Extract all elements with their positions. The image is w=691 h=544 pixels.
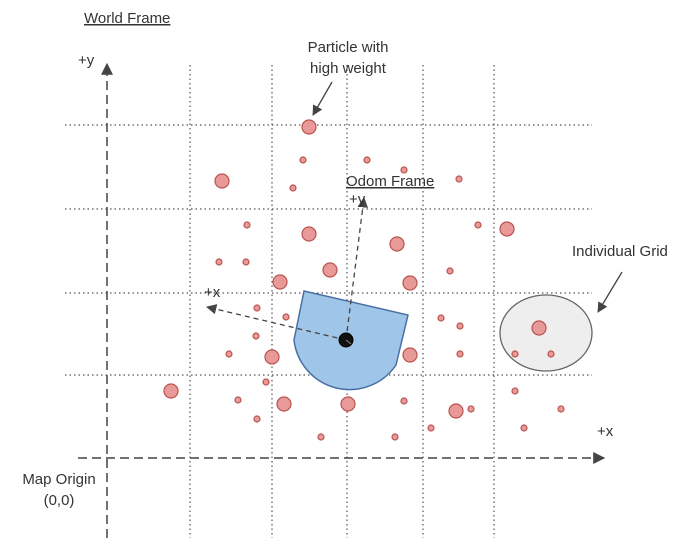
odom-x-axis <box>205 304 347 341</box>
particle-small <box>262 378 270 386</box>
particle-large <box>340 396 356 412</box>
particle-large <box>276 396 292 412</box>
particle-large <box>531 320 547 336</box>
particle-small <box>511 387 519 395</box>
particle-small <box>427 424 435 432</box>
robot-heading-tick <box>345 339 352 345</box>
particle-small <box>456 322 464 330</box>
odom-y-label: +y <box>349 191 366 208</box>
particle-small <box>215 258 223 266</box>
particle-small <box>520 424 528 432</box>
particle-small <box>243 221 251 229</box>
particles-group <box>163 119 565 441</box>
particle-small <box>455 175 463 183</box>
particle-large <box>214 173 230 189</box>
particle-small <box>363 156 371 164</box>
particle-small <box>253 304 261 312</box>
particle-large <box>301 226 317 242</box>
particle-small <box>456 350 464 358</box>
particle-small <box>400 397 408 405</box>
world-y-label: +y <box>78 52 95 69</box>
particle-small <box>474 221 482 229</box>
particle-large <box>402 347 418 363</box>
particle-small <box>467 405 475 413</box>
grid-callout-label: Individual Grid <box>572 243 668 260</box>
particle-callout-arrow <box>312 81 333 116</box>
particle-large <box>499 221 515 237</box>
particle-large <box>402 275 418 291</box>
particle-large <box>301 119 317 135</box>
particle-callout-line2: high weight <box>310 60 387 77</box>
particle-large <box>448 403 464 419</box>
particle-small <box>557 405 565 413</box>
particle-small <box>242 258 250 266</box>
particle-small <box>234 396 242 404</box>
particle-small <box>225 350 233 358</box>
particle-large <box>163 383 179 399</box>
particle-small <box>289 184 297 192</box>
particle-small <box>446 267 454 275</box>
particle-small <box>511 350 519 358</box>
particle-small <box>437 314 445 322</box>
particle-small <box>317 433 325 441</box>
particle-large <box>264 349 280 365</box>
world-frame-label: World Frame <box>84 10 170 27</box>
map-origin-line1: Map Origin <box>22 471 95 488</box>
odom-x-label: +x <box>204 284 221 301</box>
particle-large <box>322 262 338 278</box>
particle-small <box>547 350 555 358</box>
map-origin-line2: (0,0) <box>44 492 75 509</box>
odom-frame-label: Odom Frame <box>346 173 434 190</box>
individual-grid-cell <box>499 294 593 372</box>
odom-y-axis <box>345 196 368 341</box>
world-x-label: +x <box>597 423 614 440</box>
particle-small <box>400 166 408 174</box>
particle-large <box>389 236 405 252</box>
particle-small <box>253 415 261 423</box>
particle-small <box>299 156 307 164</box>
particle-small <box>391 433 399 441</box>
particle-callout-line1: Particle with <box>308 39 389 56</box>
particle-small <box>282 313 290 321</box>
grid-callout-arrow <box>597 271 623 313</box>
particle-small <box>252 332 260 340</box>
particle-large <box>272 274 288 290</box>
